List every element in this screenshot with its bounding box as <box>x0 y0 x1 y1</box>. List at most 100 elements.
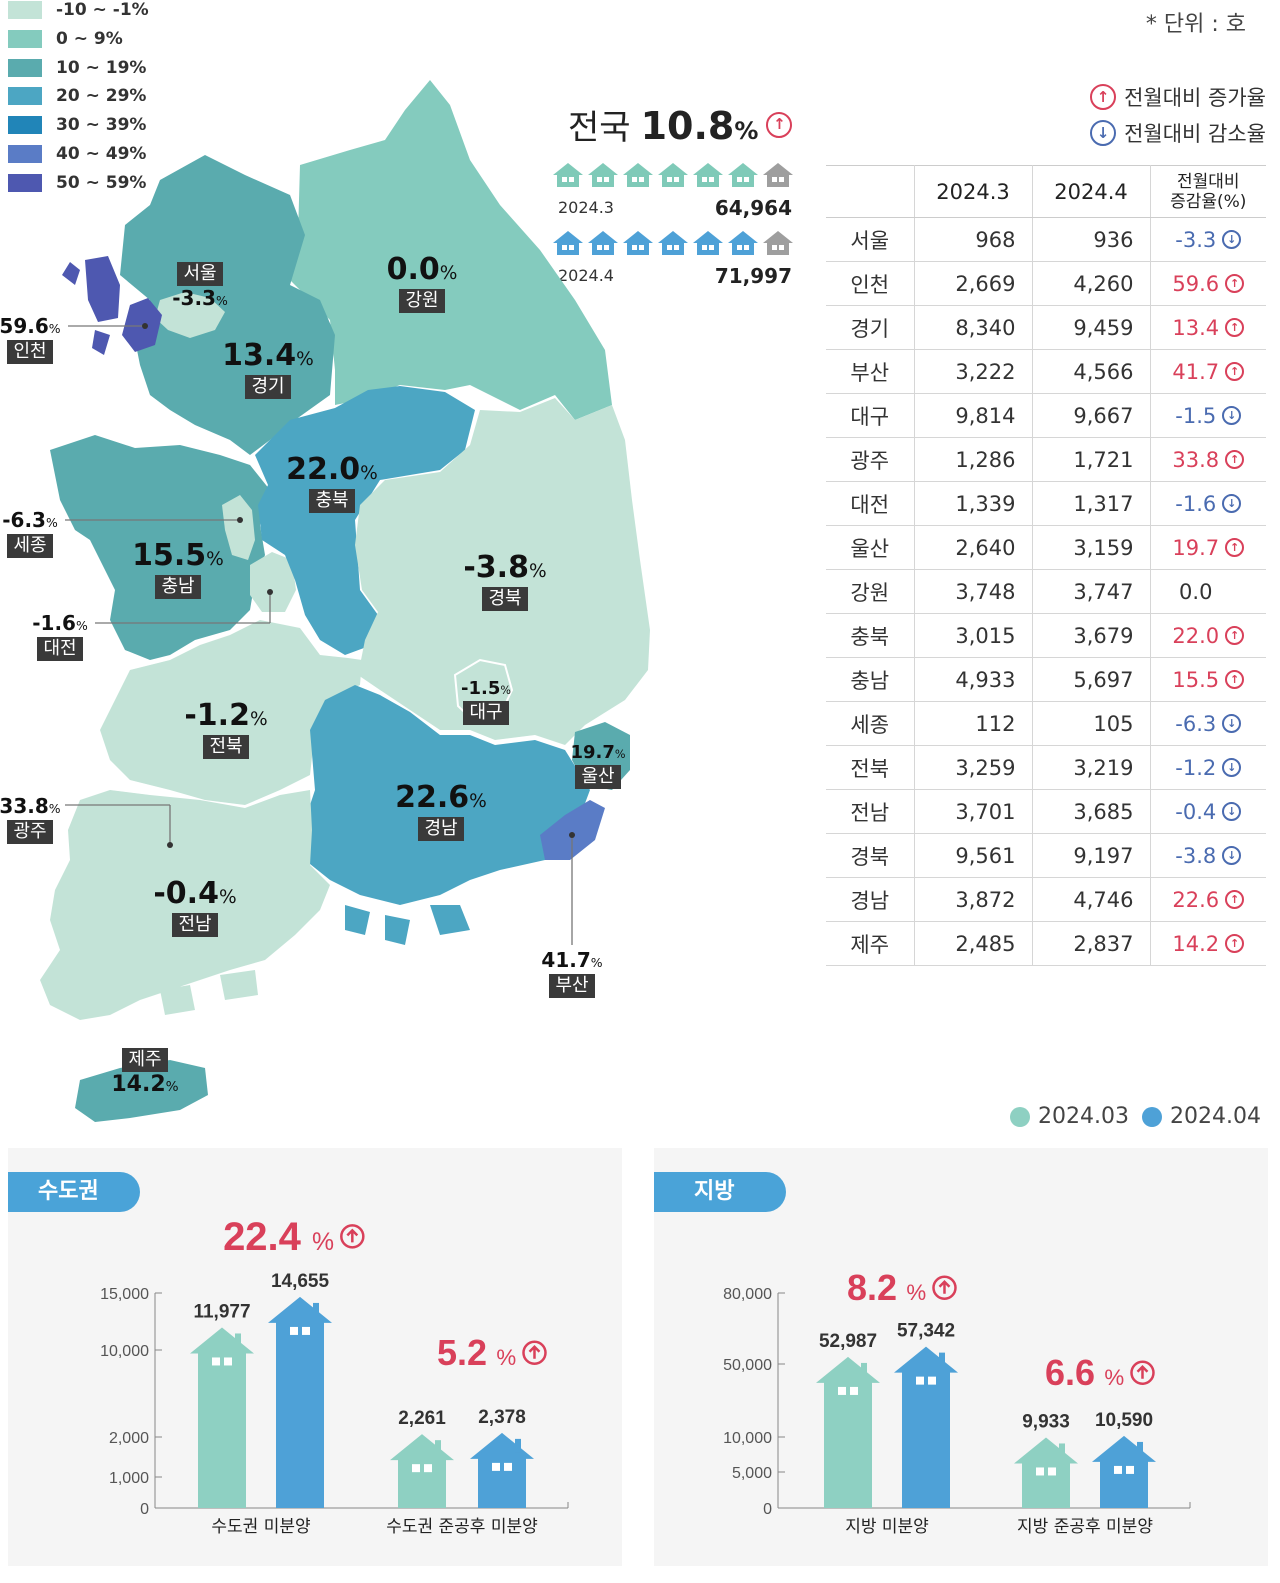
house-chimney <box>1059 1443 1065 1458</box>
map-value-percent: % <box>218 887 237 908</box>
national-total-value: 64,964 <box>714 196 792 220</box>
table-cell-change: 0.0 <box>1150 569 1266 614</box>
decrease-legend: ↓ 전월대비 감소율 <box>1090 118 1266 148</box>
map-value-number: 13.4 <box>222 338 297 373</box>
legend-label: 30 ~ 39% <box>56 115 147 136</box>
map-value-number: -3.3 <box>172 286 216 310</box>
table-row: 대구 9,814 9,667 -1.5 ↓ <box>826 393 1266 438</box>
house-icon <box>623 231 653 255</box>
change-value: 22.6 <box>1172 887 1220 912</box>
table-cell-mar: 112 <box>914 701 1033 746</box>
table-cell-region: 광주 <box>826 437 915 482</box>
table-cell-mar: 2,640 <box>914 525 1033 570</box>
map-value-number: -3.8 <box>463 550 529 585</box>
category-label: 수도권 준공후 미분양 <box>386 1517 538 1537</box>
map-label-name: 경북 <box>482 587 528 611</box>
region-jeju <box>75 1060 208 1122</box>
map-value-percent: % <box>614 748 626 761</box>
down-arrow-icon: ↓ <box>1090 120 1117 146</box>
house-window <box>302 1326 310 1335</box>
map-label-name: 전북 <box>203 735 249 759</box>
table-row: 경남 3,872 4,746 22.6 ↑ <box>826 877 1266 922</box>
table-cell-apr: 3,679 <box>1032 613 1151 658</box>
table-cell-change: 22.6 ↑ <box>1150 877 1266 922</box>
map-value-number: 59.6 <box>0 314 49 338</box>
y-tick-label: 0 <box>763 1501 772 1518</box>
table-cell-apr: 1,721 <box>1032 437 1151 482</box>
table-row: 광주 1,286 1,721 33.8 ↑ <box>826 437 1266 482</box>
table-row: 충남 4,933 5,697 15.5 ↑ <box>826 657 1266 702</box>
table-cell-apr: 3,219 <box>1032 745 1151 790</box>
table-row: 제주 2,485 2,837 14.2 ↑ <box>826 921 1266 966</box>
house-window <box>1048 1467 1056 1476</box>
table-cell-change: 13.4 ↑ <box>1150 305 1266 350</box>
legend-label: 10 ~ 19% <box>56 57 147 78</box>
legend-swatch <box>8 145 42 163</box>
change-value: 13.4 <box>1172 315 1220 340</box>
house-window <box>1126 1465 1134 1474</box>
up-arrow-icon: ↑ <box>1225 274 1245 293</box>
up-arrow-icon: ↑ <box>1225 890 1245 909</box>
map-value-number: -1.2 <box>184 698 250 733</box>
map-label-value: 22.0% <box>262 452 402 487</box>
increase-legend: ↑ 전월대비 증가율 <box>1090 82 1266 112</box>
table-cell-mar: 9,561 <box>914 833 1033 878</box>
map-label-value: 22.6% <box>371 780 511 815</box>
map-label-name: 서울 <box>177 262 223 286</box>
down-arrow-icon: ↓ <box>1222 758 1242 777</box>
series-legend-mar-label: 2024.03 <box>1038 1104 1129 1129</box>
table-cell-apr: 9,459 <box>1032 305 1151 350</box>
map-label-name: 광주 <box>7 820 53 844</box>
up-arrow-icon: ↑ <box>1225 362 1245 381</box>
map-label: 19.7% 울산 <box>528 742 668 789</box>
y-tick-label: 2,000 <box>109 1430 149 1447</box>
house-icon <box>728 163 758 187</box>
table-cell-region: 전남 <box>826 789 915 834</box>
legend-swatch <box>8 87 42 106</box>
map-label-name: 충북 <box>309 489 355 513</box>
leader-lines <box>65 325 573 945</box>
house-icon <box>658 163 688 187</box>
y-tick-label: 50,000 <box>723 1357 772 1374</box>
table-header-apr: 2024.4 <box>1032 165 1151 218</box>
legend-swatch <box>8 116 42 135</box>
region-jeonbuk <box>100 620 362 805</box>
up-arrow-glyph <box>1136 1364 1149 1379</box>
up-arrow-glyph <box>528 1344 541 1359</box>
table-cell-change: -1.5 ↓ <box>1150 393 1266 438</box>
house-window <box>928 1376 936 1385</box>
table-cell-apr: 3,685 <box>1032 789 1151 834</box>
table-cell-mar: 3,748 <box>914 569 1033 614</box>
bar-house <box>1014 1437 1078 1508</box>
table-cell-apr: 4,566 <box>1032 349 1151 394</box>
region-jeonnam <box>40 790 330 1020</box>
up-arrow-icon: ↑ <box>1225 670 1245 689</box>
table-cell-mar: 9,814 <box>914 393 1033 438</box>
table-cell-change: -3.8 ↓ <box>1150 833 1266 878</box>
table-cell-apr: 5,697 <box>1032 657 1151 702</box>
map-label-value: -0.4% <box>125 876 265 911</box>
map-label-name: 인천 <box>7 340 53 364</box>
map-label-name: 세종 <box>7 534 53 558</box>
change-value: 59.6 <box>1172 271 1220 296</box>
change-value: 41.7 <box>1172 359 1220 384</box>
bar-value-label: 10,590 <box>1095 1410 1153 1431</box>
table-header-change-line2: 증감율(%) <box>1170 191 1247 212</box>
table-cell-change: 22.0 ↑ <box>1150 613 1266 658</box>
legend-swatch <box>8 29 42 48</box>
house-icon <box>553 231 583 255</box>
map-value-percent: % <box>48 321 61 336</box>
table-cell-apr: 1,317 <box>1032 481 1151 526</box>
house-icon <box>763 231 793 255</box>
map-label-name: 부산 <box>549 974 595 998</box>
table-header-mar: 2024.3 <box>914 165 1033 218</box>
up-arrow-icon <box>932 1275 957 1301</box>
bar-value-label: 2,378 <box>478 1407 526 1428</box>
map-value-number: 15.5 <box>132 538 207 573</box>
house-icon <box>693 163 723 187</box>
table-cell-mar: 4,933 <box>914 657 1033 702</box>
change-value: -1.5 <box>1175 403 1217 428</box>
national-period-label: 2024.4 <box>558 266 614 285</box>
map-value-number: -0.4 <box>153 876 219 911</box>
house-chimney <box>435 1440 441 1455</box>
